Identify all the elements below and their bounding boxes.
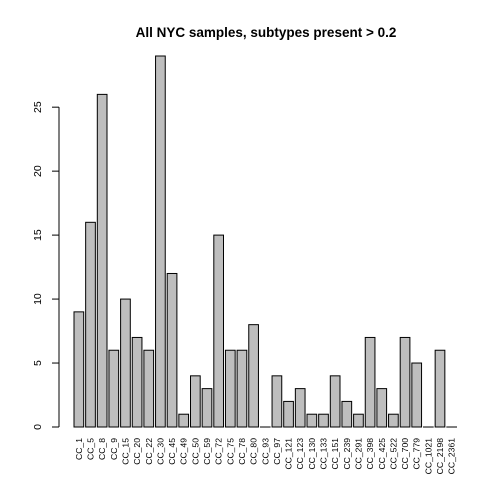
bar-CC_130 bbox=[306, 413, 318, 428]
bar-CC_151 bbox=[329, 375, 341, 428]
x-tick-label-CC_522: CC_522 bbox=[388, 438, 398, 470]
x-tick-label-CC_291: CC_291 bbox=[353, 438, 363, 470]
bar-CC_522 bbox=[388, 413, 399, 428]
y-tick-label-0: 0 bbox=[32, 424, 44, 430]
x-tick-label-CC_15: CC_15 bbox=[120, 438, 130, 465]
x-tick-label-CC_30: CC_30 bbox=[155, 438, 165, 465]
bar-CC_1 bbox=[73, 311, 85, 428]
bar-CC_779 bbox=[411, 362, 423, 428]
y-tick-label-15: 15 bbox=[32, 229, 44, 241]
bar-CC_5 bbox=[85, 221, 96, 428]
bar-CC_80 bbox=[248, 324, 259, 428]
x-tick-label-CC_50: CC_50 bbox=[190, 438, 200, 465]
y-tick-label-5: 5 bbox=[32, 360, 44, 366]
x-tick-label-CC_9: CC_9 bbox=[109, 438, 119, 460]
chart-title: All NYC samples, subtypes present > 0.2 bbox=[136, 25, 397, 40]
bar-CC_30 bbox=[155, 55, 166, 428]
y-tick-label-25: 25 bbox=[32, 101, 44, 113]
x-tick-label-CC_75: CC_75 bbox=[225, 438, 235, 465]
x-tick-label-CC_72: CC_72 bbox=[214, 438, 224, 465]
bar-CC_133 bbox=[318, 413, 329, 428]
x-tick-label-CC_80: CC_80 bbox=[249, 438, 259, 465]
bar-CC_700 bbox=[399, 336, 411, 428]
x-tick-label-CC_1: CC_1 bbox=[74, 438, 84, 460]
bar-CC_239 bbox=[341, 400, 353, 428]
bar-CC_291 bbox=[353, 413, 364, 428]
x-tick-label-CC_59: CC_59 bbox=[202, 438, 212, 465]
y-tick-label-20: 20 bbox=[32, 165, 44, 177]
bars-group bbox=[73, 55, 457, 428]
x-tick-label-CC_45: CC_45 bbox=[167, 438, 177, 465]
bar-CC_398 bbox=[364, 336, 376, 428]
x-tick-label-CC_425: CC_425 bbox=[377, 438, 387, 470]
bar-CC_425 bbox=[376, 388, 388, 428]
x-tick-label-CC_239: CC_239 bbox=[342, 438, 352, 470]
x-tick-label-CC_123: CC_123 bbox=[295, 438, 305, 470]
x-tick-label-CC_78: CC_78 bbox=[237, 438, 247, 465]
x-tick-label-CC_2361: CC_2361 bbox=[447, 438, 457, 475]
x-tick-label-CC_151: CC_151 bbox=[330, 438, 340, 470]
x-tick-label-CC_398: CC_398 bbox=[365, 438, 375, 470]
bar-CC_9 bbox=[108, 349, 120, 428]
x-tick-label-CC_93: CC_93 bbox=[260, 438, 270, 465]
x-tick-label-CC_130: CC_130 bbox=[307, 438, 317, 470]
bar-CC_15 bbox=[120, 298, 131, 428]
x-tick-label-CC_20: CC_20 bbox=[132, 438, 142, 465]
bar-CC_97 bbox=[271, 375, 283, 428]
bar-CC_121 bbox=[283, 400, 294, 428]
x-tick-label-CC_779: CC_779 bbox=[412, 438, 422, 470]
bar-CC_72 bbox=[213, 234, 225, 428]
x-tick-label-CC_8: CC_8 bbox=[97, 438, 107, 460]
bar-CC_20 bbox=[131, 336, 143, 428]
bar-CC_75 bbox=[224, 349, 236, 428]
x-tick-label-CC_133: CC_133 bbox=[319, 438, 329, 470]
bar-CC_2198 bbox=[434, 349, 446, 428]
y-axis: 0 5 10 15 20 25 bbox=[32, 101, 60, 430]
x-tick-label-CC_2198: CC_2198 bbox=[435, 438, 445, 475]
x-tick-label-CC_49: CC_49 bbox=[179, 438, 189, 465]
bar-CC_45 bbox=[166, 272, 178, 428]
x-tick-label-CC_1021: CC_1021 bbox=[423, 438, 433, 475]
bar-CC_78 bbox=[236, 349, 248, 428]
x-axis-labels: CC_1 CC_5 CC_8 CC_9 CC_15 CC_20 CC_22 CC_30 CC_4… bbox=[74, 438, 457, 475]
bar-CC_22 bbox=[143, 349, 155, 428]
bar-CC_123 bbox=[294, 388, 306, 428]
bar-CC_50 bbox=[190, 375, 201, 428]
bar-CC_8 bbox=[96, 93, 108, 428]
bar-CC_49 bbox=[178, 413, 190, 428]
x-tick-label-CC_5: CC_5 bbox=[86, 438, 96, 460]
x-tick-label-CC_700: CC_700 bbox=[400, 438, 410, 470]
y-tick-label-10: 10 bbox=[32, 293, 44, 305]
bar-CC_59 bbox=[201, 388, 213, 428]
x-tick-label-CC_22: CC_22 bbox=[144, 438, 154, 465]
x-tick-label-CC_121: CC_121 bbox=[284, 438, 294, 470]
x-tick-label-CC_97: CC_97 bbox=[272, 438, 282, 465]
